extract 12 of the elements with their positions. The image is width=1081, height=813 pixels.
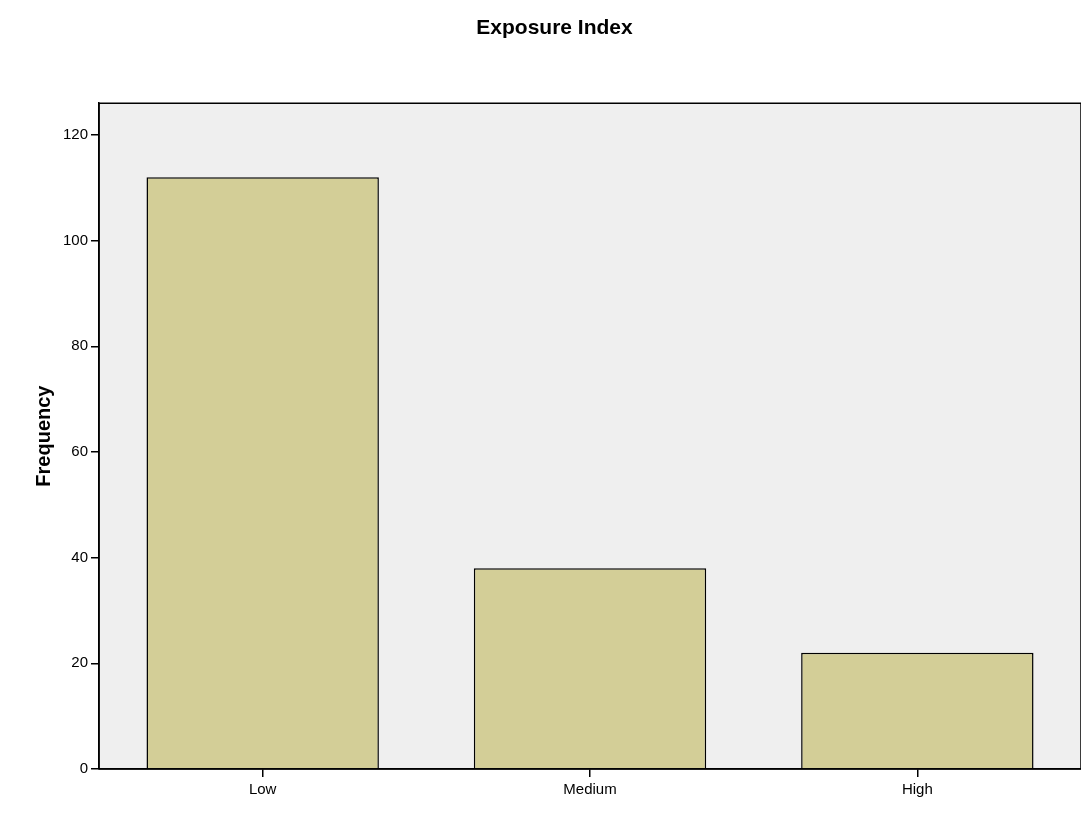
x-tick-label: High	[901, 780, 933, 798]
y-tick-label: 120	[63, 125, 89, 143]
x-tick-label: Low	[248, 780, 277, 798]
y-tick-label: 40	[71, 547, 89, 565]
chart-title: Exposure Index	[476, 15, 634, 39]
y-tick-label: 100	[63, 230, 89, 248]
y-tick-label: 80	[71, 336, 89, 354]
y-tick-label: 60	[71, 442, 89, 460]
x-tick-label: Medium	[563, 780, 617, 798]
y-tick-label: 20	[71, 653, 89, 671]
y-axis-title: Frequency	[31, 384, 54, 487]
y-tick-label: 0	[79, 759, 89, 777]
